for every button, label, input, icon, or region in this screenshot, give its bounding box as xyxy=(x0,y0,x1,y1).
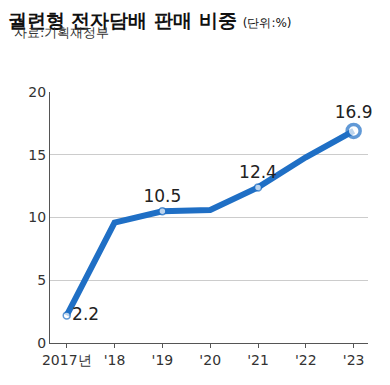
svg-text:'18: '18 xyxy=(104,352,126,368)
svg-text:2.2: 2.2 xyxy=(72,304,99,324)
svg-text:'22: '22 xyxy=(295,352,317,368)
svg-text:2017년: 2017년 xyxy=(42,352,92,368)
svg-text:10: 10 xyxy=(28,209,46,225)
svg-text:'21: '21 xyxy=(247,352,269,368)
svg-text:16.9: 16.9 xyxy=(335,102,373,122)
svg-text:5: 5 xyxy=(37,272,46,288)
svg-text:궐련형 전자담배 판매 비중 (단위:%): 궐련형 전자담배 판매 비중 (단위:%) xyxy=(8,9,292,31)
svg-text:0: 0 xyxy=(37,335,46,351)
svg-text:15: 15 xyxy=(28,147,46,163)
svg-text:20: 20 xyxy=(28,84,46,100)
svg-text:10.5: 10.5 xyxy=(143,186,181,206)
svg-text:'19: '19 xyxy=(152,352,174,368)
svg-text:'23: '23 xyxy=(343,352,365,368)
svg-text:'20: '20 xyxy=(199,352,221,368)
svg-text:12.4: 12.4 xyxy=(239,162,277,182)
svg-text:자료:기획재정부: 자료:기획재정부 xyxy=(14,25,109,40)
